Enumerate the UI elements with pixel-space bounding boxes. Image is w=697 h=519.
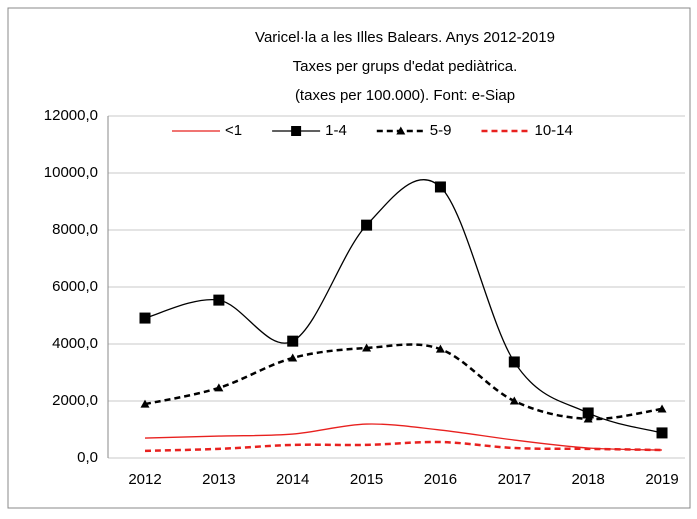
y-tick-label: 2000,0: [52, 392, 98, 409]
data-point: [287, 335, 299, 347]
data-point: [657, 404, 667, 413]
x-tick-label: 2014: [276, 471, 309, 488]
legend-marker: [291, 126, 302, 136]
chart-subtitle: Taxes per grups d'edat pediàtrica.: [293, 58, 518, 75]
chart-title: Varicel·la a les Illes Balears. Anys 201…: [255, 29, 555, 46]
y-tick-label: 8000,0: [52, 221, 98, 238]
y-tick-label: 6000,0: [52, 278, 98, 295]
series-line: [144, 179, 663, 434]
legend-label: 10-14: [534, 122, 572, 139]
data-point: [361, 219, 373, 231]
x-tick-label: 2019: [645, 471, 678, 488]
legend-marker: [396, 126, 406, 135]
series-line: [144, 440, 663, 453]
x-tick-label: 2016: [424, 471, 457, 488]
series-line: [144, 343, 663, 421]
x-tick-label: 2015: [350, 471, 383, 488]
data-point: [213, 294, 225, 306]
x-tick-label: 2017: [498, 471, 531, 488]
data-point: [435, 344, 445, 353]
data-point: [288, 353, 298, 362]
legend-label: 5-9: [430, 122, 452, 139]
data-point: [656, 427, 668, 439]
data-point: [434, 181, 446, 193]
data-point: [140, 399, 150, 408]
data-point: [139, 312, 151, 324]
chart-subtitle: (taxes per 100.000). Font: e-Siap: [295, 87, 515, 104]
series-line: [144, 423, 663, 451]
y-tick-label: 4000,0: [52, 335, 98, 352]
legend-label: <1: [225, 122, 242, 139]
x-tick-label: 2013: [202, 471, 235, 488]
data-point: [508, 356, 520, 368]
data-point: [214, 383, 224, 392]
data-point: [362, 343, 372, 352]
y-tick-label: 0,0: [77, 449, 98, 466]
chart-border: [7, 7, 691, 509]
data-point: [583, 414, 593, 423]
x-tick-label: 2018: [571, 471, 604, 488]
x-tick-label: 2012: [128, 471, 161, 488]
y-tick-label: 10000,0: [44, 164, 98, 181]
data-point: [509, 396, 519, 405]
y-tick-label: 12000,0: [44, 107, 98, 124]
legend-label: 1-4: [325, 122, 347, 139]
data-point: [582, 407, 594, 419]
